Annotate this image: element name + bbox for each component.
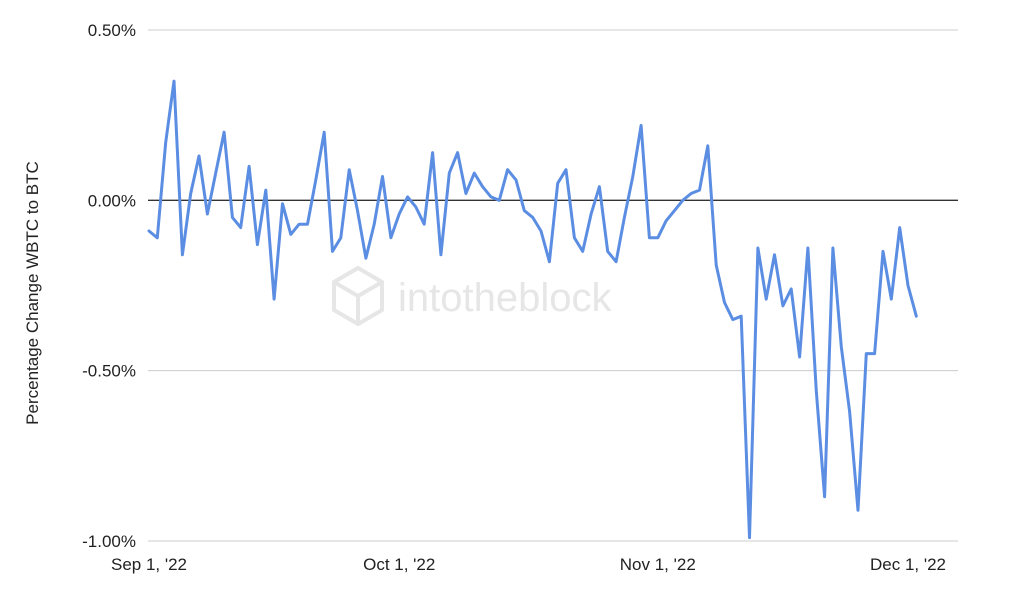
series-layer — [147, 79, 918, 540]
y-tick-label: 0.50% — [88, 21, 136, 40]
x-tick-label: Nov 1, '22 — [620, 555, 696, 574]
series-line — [147, 79, 918, 540]
y-tick-label: -1.00% — [82, 532, 136, 551]
x-tick-label: Dec 1, '22 — [870, 555, 946, 574]
gridlines — [148, 29, 958, 542]
y-axis-title: Percentage Change WBTC to BTC — [23, 161, 42, 425]
x-tick-label: Sep 1, '22 — [111, 555, 187, 574]
axis-labels: 0.50% 0.00% -0.50% -1.00% Sep 1, '22 Oct 1, '… — [82, 21, 946, 574]
y-tick-label: -0.50% — [82, 362, 136, 381]
x-tick-label: Oct 1, '22 — [363, 555, 435, 574]
watermark-logo-icon — [332, 265, 384, 327]
watermark-text: intotheblock — [398, 276, 612, 320]
y-tick-label: 0.00% — [88, 191, 136, 210]
watermark: intotheblock — [332, 265, 612, 327]
